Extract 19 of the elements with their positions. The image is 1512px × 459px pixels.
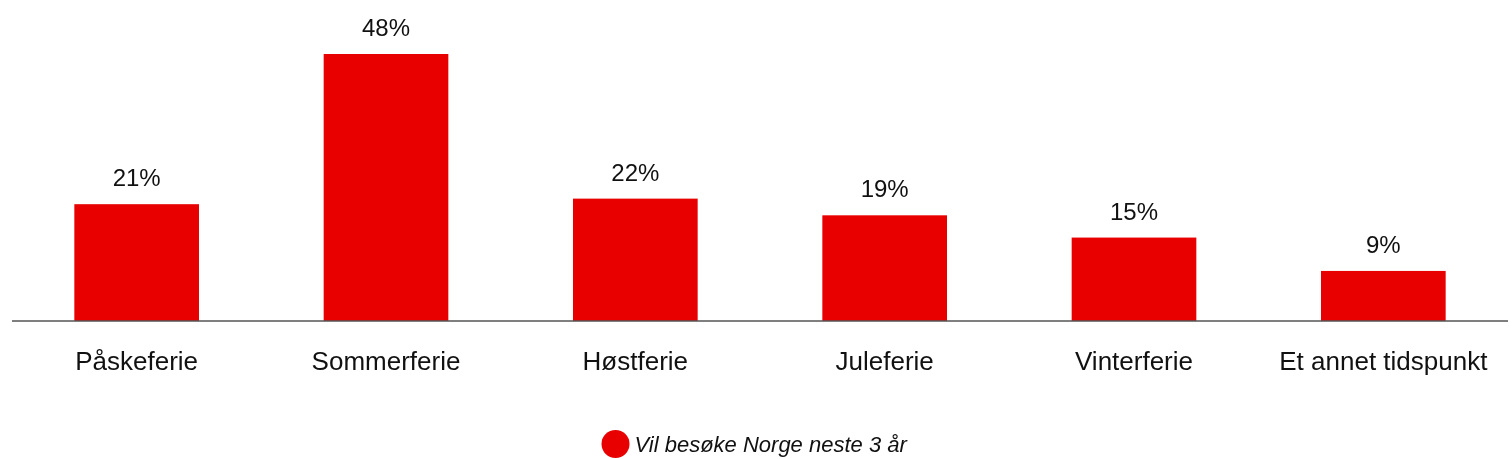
bar [1321, 270, 1446, 321]
data-label: 48% [361, 14, 411, 41]
data-label: 9% [1365, 230, 1401, 258]
bar [74, 204, 199, 321]
x-tick-label: Sommerferie [311, 346, 461, 376]
bar [323, 54, 449, 321]
x-tick-label: Vinterferie [1074, 346, 1194, 376]
x-tick-label: Høstferie [582, 346, 689, 376]
data-label: 22% [611, 158, 660, 186]
bar [573, 198, 698, 321]
bar [822, 215, 947, 321]
legend-label: Vil besøke Norge neste 3 år [634, 432, 909, 457]
data-label: 21% [112, 164, 161, 192]
data-label: 15% [1109, 197, 1159, 225]
x-tick-label: Et annet tidspunkt [1279, 346, 1489, 376]
data-label: 19% [860, 175, 909, 203]
x-tick-label: Juleferie [835, 346, 934, 376]
x-tick-label: Påskeferie [75, 346, 199, 376]
bar [1071, 237, 1197, 321]
